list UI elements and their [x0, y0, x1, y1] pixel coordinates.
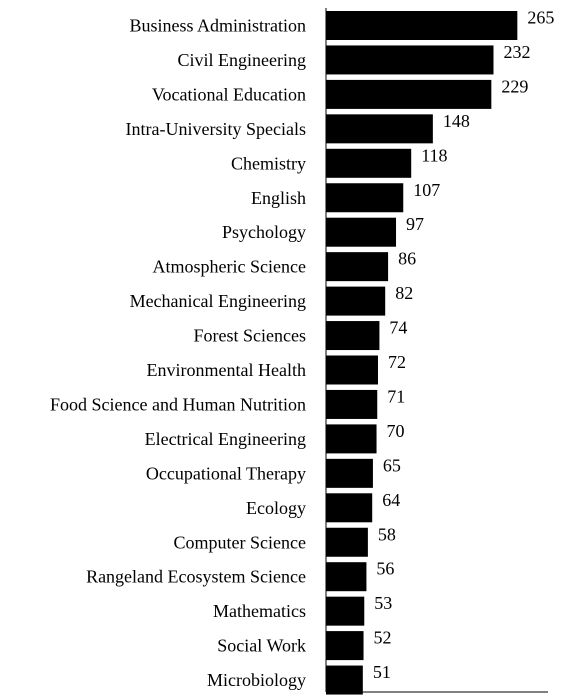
category-label: Psychology	[222, 222, 306, 242]
bar	[326, 79, 492, 109]
bar	[326, 45, 494, 75]
bar-layer	[326, 11, 518, 695]
value-label: 58	[378, 524, 396, 544]
value-label: 72	[388, 352, 406, 372]
category-label: Computer Science	[174, 532, 306, 552]
bar	[326, 596, 365, 626]
category-label: Vocational Education	[152, 84, 306, 104]
bar	[326, 114, 433, 144]
bar	[326, 148, 412, 178]
bar	[326, 389, 378, 419]
value-label: 53	[374, 593, 392, 613]
bar	[326, 458, 373, 488]
bar	[326, 562, 367, 592]
category-label: Mathematics	[213, 601, 306, 621]
category-label: Environmental Health	[147, 360, 306, 380]
bar	[326, 252, 389, 282]
category-label: Rangeland Ecosystem Science	[86, 567, 306, 587]
category-label: Electrical Engineering	[145, 429, 306, 449]
category-label: Occupational Therapy	[146, 463, 306, 483]
bar	[326, 217, 397, 247]
value-label: 71	[387, 386, 405, 406]
bar	[326, 321, 380, 351]
value-label: 64	[382, 490, 400, 510]
category-label: Ecology	[246, 498, 306, 518]
bar	[326, 493, 373, 523]
value-label: 82	[395, 283, 413, 303]
bar	[326, 665, 363, 695]
value-label: 86	[398, 249, 416, 269]
bar	[326, 631, 364, 661]
value-label-layer: 265 232 229 148 118 107 97 86 82 74 72 71 70 65 64 58 56…	[373, 8, 555, 683]
category-label: English	[251, 188, 306, 208]
value-label: 229	[501, 76, 528, 96]
value-label: 56	[376, 559, 394, 579]
value-label: 51	[373, 662, 391, 682]
bar	[326, 355, 378, 385]
category-label-layer: Business Administration Civil Engineering…	[50, 16, 306, 691]
category-label: Food Science and Human Nutrition	[50, 394, 306, 414]
value-label: 232	[504, 42, 531, 62]
category-label: Atmospheric Science	[153, 257, 306, 277]
category-label: Microbiology	[207, 670, 306, 690]
category-label: Chemistry	[231, 153, 306, 173]
value-label: 265	[527, 8, 554, 28]
category-label: Business Administration	[129, 16, 306, 36]
value-label: 97	[406, 214, 424, 234]
value-label: 65	[383, 455, 401, 475]
bar	[326, 424, 377, 454]
category-label: Social Work	[217, 636, 306, 656]
value-label: 70	[387, 421, 405, 441]
value-label: 52	[374, 628, 392, 648]
value-label: 118	[421, 145, 447, 165]
value-label: 148	[443, 111, 470, 131]
category-label: Intra-University Specials	[126, 119, 306, 139]
category-label: Civil Engineering	[178, 50, 306, 70]
category-label: Forest Sciences	[194, 326, 306, 346]
bar	[326, 286, 386, 316]
bar	[326, 183, 404, 213]
bar	[326, 11, 518, 40]
value-label: 74	[389, 318, 407, 338]
category-label: Mechanical Engineering	[130, 291, 306, 311]
bar	[326, 527, 368, 557]
value-label: 107	[413, 180, 440, 200]
